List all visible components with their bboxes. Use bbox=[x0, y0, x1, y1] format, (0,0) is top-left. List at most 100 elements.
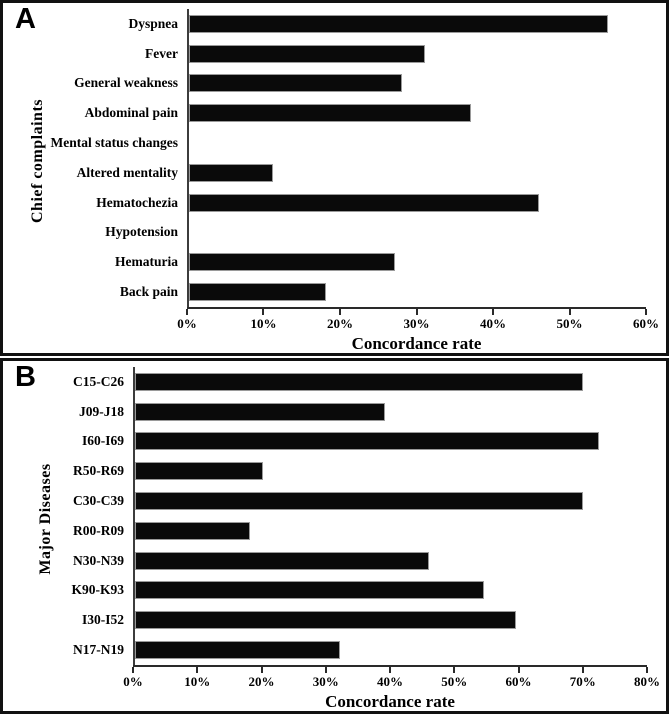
x-axis-tick bbox=[260, 667, 263, 673]
bar-track bbox=[133, 456, 647, 487]
bar bbox=[189, 74, 403, 93]
x-axis-tick bbox=[453, 667, 456, 673]
category-label: C15-C26 bbox=[73, 373, 124, 389]
x-axis-tick bbox=[132, 667, 134, 673]
category-label: J09-J18 bbox=[79, 403, 124, 419]
bar-track bbox=[133, 515, 647, 546]
x-axis-tick bbox=[517, 667, 520, 673]
bar-track bbox=[187, 128, 646, 158]
category-label: K90-K93 bbox=[71, 582, 125, 598]
x-axis-tick bbox=[568, 309, 571, 315]
bar-row: C30-C39 bbox=[3, 486, 647, 516]
bar-row: Hypotension bbox=[3, 217, 646, 248]
panel-a-letter: A bbox=[15, 3, 36, 35]
bar-row: R50-R69 bbox=[3, 456, 647, 487]
x-axis-tick bbox=[338, 309, 341, 315]
category-label: R00-R09 bbox=[73, 522, 124, 538]
x-axis-title: Concordance rate bbox=[351, 334, 482, 353]
bar bbox=[189, 253, 395, 272]
x-axis-tick-label: 10% bbox=[184, 674, 211, 689]
bar bbox=[135, 372, 583, 391]
x-axis-tick bbox=[262, 309, 265, 315]
bar bbox=[189, 14, 608, 33]
x-axis-tick-label: 50% bbox=[441, 674, 468, 689]
bar-row: R00-R09 bbox=[3, 515, 647, 546]
bar-track bbox=[133, 396, 647, 427]
x-axis-tick bbox=[415, 309, 418, 315]
bar-row: Fever bbox=[3, 38, 646, 69]
x-axis-tick-label: 40% bbox=[479, 316, 506, 331]
panel-a: A Chief complaints Dyspnea Fever General w… bbox=[0, 0, 669, 356]
bar-rows: C15-C26 J09-J18 I60-I69 R50-R69 C30-C39 R00-R… bbox=[3, 367, 647, 665]
bar-rows: Dyspnea Fever General weakness Abdominal pa… bbox=[3, 9, 646, 307]
bar-track bbox=[133, 426, 647, 457]
y-axis-title-major-diseases: Major Diseases bbox=[37, 463, 54, 575]
bar bbox=[135, 611, 516, 630]
category-label: N30-N39 bbox=[73, 552, 124, 568]
x-axis-tick-label: 60% bbox=[505, 674, 532, 689]
x-axis-tick bbox=[324, 667, 327, 673]
x-axis-tick-label: 40% bbox=[377, 674, 403, 689]
x-axis-tick-label: 30% bbox=[312, 674, 339, 689]
x-axis-tick bbox=[186, 309, 188, 315]
bar bbox=[189, 193, 540, 212]
bar-track bbox=[133, 575, 647, 606]
bar-track bbox=[133, 545, 647, 576]
x-axis-tick-label: 70% bbox=[569, 674, 596, 689]
category-label: R50-R69 bbox=[73, 463, 124, 479]
bar bbox=[189, 44, 426, 63]
x-axis-tick bbox=[646, 667, 648, 673]
bar bbox=[135, 581, 484, 600]
bar bbox=[189, 163, 273, 182]
category-label: Hypotension bbox=[105, 224, 178, 240]
y-axis-title-chief-complaints: Chief complaints bbox=[29, 99, 46, 223]
bar-track bbox=[133, 486, 647, 516]
bar-row: Altered mentality bbox=[3, 157, 646, 188]
x-axis-tick-label: 0% bbox=[123, 674, 143, 689]
bar-track bbox=[133, 605, 647, 636]
x-axis-tick-label: 80% bbox=[634, 674, 660, 689]
category-label: N17-N19 bbox=[73, 641, 124, 657]
bar-track bbox=[133, 635, 647, 665]
category-label: Hematochezia bbox=[96, 194, 178, 210]
x-axis-tick-label: 10% bbox=[250, 316, 277, 331]
bar bbox=[135, 641, 340, 660]
bar bbox=[189, 104, 471, 123]
bar-row: I30-I52 bbox=[3, 605, 647, 636]
panel-b-letter: B bbox=[15, 361, 36, 393]
bar-row: K90-K93 bbox=[3, 575, 647, 606]
category-label: Hematuria bbox=[115, 254, 178, 270]
bar-chart-major-diseases: C15-C26 J09-J18 I60-I69 R50-R69 C30-C39 R00-R… bbox=[3, 361, 666, 710]
x-axis-tick bbox=[581, 667, 584, 673]
category-label: Altered mentality bbox=[76, 164, 178, 180]
bar-row: I60-I69 bbox=[3, 426, 647, 457]
category-label: General weakness bbox=[74, 75, 178, 91]
bar bbox=[135, 462, 263, 481]
category-label: Mental status changes bbox=[50, 135, 179, 150]
bar-track bbox=[187, 217, 646, 248]
bar-row: J09-J18 bbox=[3, 396, 647, 427]
bar-track bbox=[187, 247, 646, 278]
category-label: I30-I52 bbox=[81, 612, 124, 628]
x-axis-tick bbox=[196, 667, 199, 673]
x-axis: 0% 10% 20% 30% 40% 50% 60% bbox=[177, 307, 659, 333]
bar-track bbox=[187, 157, 646, 188]
x-axis-tick bbox=[491, 309, 494, 315]
bar-chart-chief-complaints: Dyspnea Fever General weakness Abdominal pa… bbox=[3, 3, 666, 352]
x-axis-tick-label: 20% bbox=[326, 316, 353, 331]
bar bbox=[135, 521, 251, 540]
bar-track bbox=[187, 98, 646, 129]
bar-row: Mental status changes bbox=[3, 128, 646, 158]
x-axis-tick-label: 30% bbox=[403, 316, 430, 331]
bar-track bbox=[187, 38, 646, 69]
bar bbox=[135, 432, 599, 451]
bar bbox=[135, 492, 583, 511]
category-label: Fever bbox=[145, 45, 178, 61]
x-axis-tick bbox=[645, 309, 647, 315]
x-axis-title: Concordance rate bbox=[325, 692, 455, 711]
category-label: Abdominal pain bbox=[84, 105, 178, 121]
bar-track bbox=[133, 367, 647, 397]
bar-row: C15-C26 bbox=[3, 367, 647, 397]
bar-row: N30-N39 bbox=[3, 545, 647, 576]
category-label: Back pain bbox=[119, 283, 178, 299]
